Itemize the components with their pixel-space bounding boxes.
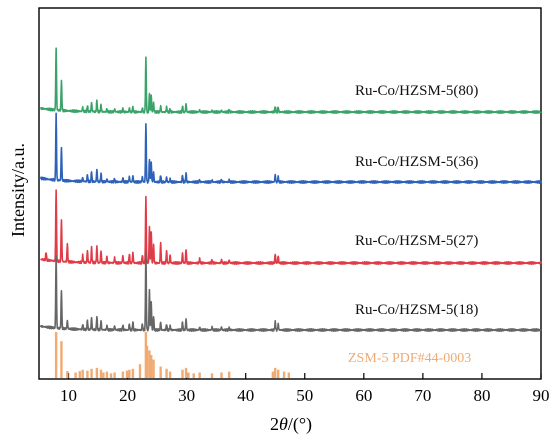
x-axis-title-theta: θ <box>279 414 288 434</box>
plot-frame <box>38 7 542 380</box>
x-tick-label: 90 <box>533 386 550 405</box>
series-label-3: Ru-Co/HZSM-5(27) <box>355 233 478 249</box>
x-axis-title-prefix: 2 <box>270 414 279 434</box>
series-labels: Ru-Co/HZSM-5(80) Ru-Co/HZSM-5(36) Ru-Co/HZ… <box>348 83 478 366</box>
series-label-2: Ru-Co/HZSM-5(36) <box>355 154 478 170</box>
x-tick-label: 40 <box>237 386 254 405</box>
x-tick-label: 60 <box>355 386 372 405</box>
x-tick-label: 50 <box>296 386 313 405</box>
x-axis-title-unit: /(°) <box>288 414 312 435</box>
reference-sticks <box>54 332 291 378</box>
x-axis-title: 2θ/(°) <box>270 414 312 435</box>
series-label-4: Ru-Co/HZSM-5(18) <box>355 302 478 318</box>
x-tick-label: 70 <box>414 386 431 405</box>
x-tick-label: 30 <box>178 386 195 405</box>
series-line-1 <box>39 47 542 114</box>
x-tick-label: 20 <box>119 386 136 405</box>
series-line-3 <box>40 189 542 265</box>
series-label-1: Ru-Co/HZSM-5(80) <box>355 83 478 99</box>
x-tick-label: 80 <box>473 386 490 405</box>
y-axis-title: Intensity/a.u. <box>8 143 28 237</box>
x-axis-ticks: 10 20 30 40 50 60 70 80 90 <box>60 373 550 405</box>
series-line-2 <box>39 112 542 184</box>
plot-border <box>38 7 542 380</box>
series-line-4 <box>39 251 542 333</box>
reference-label: ZSM-5 PDF#44-0003 <box>348 351 471 366</box>
series-traces <box>39 47 542 333</box>
x-tick-label: 10 <box>60 386 77 405</box>
